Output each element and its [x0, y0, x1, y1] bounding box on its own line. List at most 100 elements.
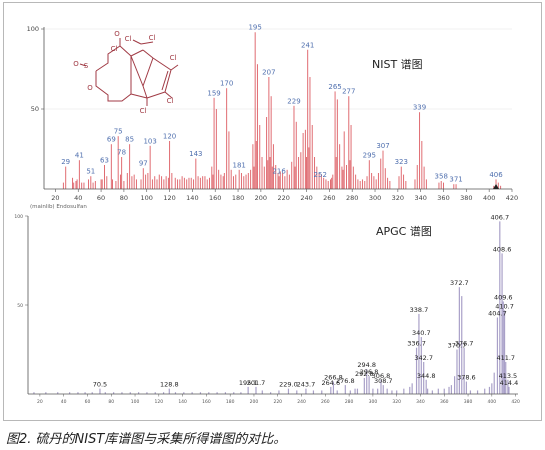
- nist-peak-label: 63: [100, 157, 109, 165]
- nist-peak-label: 51: [86, 168, 95, 176]
- apgc-peak-label: 409.6: [494, 293, 513, 301]
- atom-s: S: [84, 62, 89, 70]
- apgc-x-tick-label: 20: [37, 399, 43, 405]
- apgc-peak-label: 308.7: [374, 377, 393, 385]
- nist-x-tick-label: 400: [483, 194, 495, 202]
- apgc-x-tick-label: 100: [131, 399, 140, 405]
- nist-peak-label: 78: [117, 149, 126, 157]
- atom-cl: Cl: [170, 54, 177, 62]
- apgc-peak-label: 342.7: [414, 354, 433, 362]
- apgc-peak-label: 201.7: [247, 379, 266, 387]
- apgc-peak-label: 378.6: [457, 374, 476, 382]
- apgc-peak-label: 292.8: [355, 370, 374, 378]
- apgc-peak-label: 404.7: [488, 309, 507, 317]
- apgc-x-tick-label: 260: [321, 399, 330, 405]
- nist-spectrum-label: NIST 谱图: [372, 57, 423, 71]
- apgc-peak-label: 370.7: [448, 342, 467, 350]
- apgc-x-tick-label: 200: [250, 399, 259, 405]
- atom-cl: Cl: [167, 97, 174, 105]
- apgc-x-tick-label: 40: [61, 399, 67, 405]
- nist-x-tick-label: 280: [346, 194, 358, 202]
- atom-o-ring: O: [87, 84, 93, 92]
- apgc-peak-label: 413.5: [499, 372, 518, 380]
- apgc-peak-label: 264.6: [321, 379, 340, 387]
- apgc-peak-label: 70.5: [93, 381, 107, 389]
- apgc-x-tick-label: 280: [345, 399, 354, 405]
- nist-x-tick-label: 420: [506, 194, 518, 202]
- nist-peak-label: 143: [189, 150, 202, 158]
- nist-peak-label: 75: [114, 128, 123, 136]
- apgc-x-tick-label: 80: [108, 399, 114, 405]
- atom-o-ring: O: [114, 30, 120, 38]
- atom-o-carbonyl: O: [73, 60, 79, 68]
- nist-peak-label: 229: [287, 97, 300, 105]
- nist-peak-label: 252: [314, 171, 327, 179]
- apgc-x-tick-label: 120: [155, 399, 164, 405]
- nist-peak-label: 170: [220, 80, 233, 88]
- nist-x-tick-label: 180: [232, 194, 244, 202]
- apgc-peak-label: 376.7: [455, 340, 474, 348]
- nist-x-tick-label: 60: [97, 194, 105, 202]
- nist-spectrum-chart: 20 40 60 80 100 120 140 160 180 200 220 240 260 280 30…: [27, 24, 519, 210]
- nist-x-tick-label: 160: [209, 194, 221, 202]
- apgc-x-tick-label: 400: [488, 399, 497, 405]
- apgc-x-tick-label: 140: [178, 399, 187, 405]
- nist-y-tick-label: 50: [31, 105, 39, 113]
- atom-cl: Cl: [140, 107, 147, 115]
- apgc-peak-label: 128.8: [160, 381, 179, 389]
- apgc-y-tick-label: 100: [14, 214, 23, 220]
- nist-peak-label: 371: [449, 176, 462, 184]
- nist-x-tick-label: 380: [460, 194, 472, 202]
- nist-y-tick-label: 100: [27, 25, 39, 33]
- nist-peak-label: 29: [61, 158, 70, 166]
- nist-peak-label: 41: [75, 152, 84, 160]
- nist-x-tick-label: 20: [51, 194, 59, 202]
- apgc-x-tick-label: 420: [511, 399, 520, 405]
- nist-x-tick-label: 320: [392, 194, 404, 202]
- apgc-peak-label: 406.7: [490, 213, 509, 221]
- apgc-x-tick-label: 300: [369, 399, 378, 405]
- apgc-x-tick-label: 360: [440, 399, 449, 405]
- apgc-x-tick-label: 180: [226, 399, 235, 405]
- nist-x-tick-label: 240: [300, 194, 312, 202]
- nist-x-tick-label: 40: [74, 194, 82, 202]
- nist-footer: (mainlib) Endosulfan: [30, 204, 87, 210]
- nist-x-tick-label: 120: [163, 194, 175, 202]
- nist-peak-label: 207: [262, 69, 275, 77]
- figure-caption: 图2. 硫丹的NIST库谱图与采集所得谱图的对比。: [6, 432, 287, 447]
- nist-molecular-ion-marker: [493, 184, 500, 189]
- apgc-peak-label: 336.7: [407, 340, 426, 348]
- apgc-x-tick-label: 340: [416, 399, 425, 405]
- apgc-peak-label: 344.8: [417, 372, 436, 380]
- nist-peak-label: 195: [248, 24, 261, 32]
- nist-x-tick-label: 200: [255, 194, 267, 202]
- apgc-peak-label: 243.7: [297, 381, 316, 389]
- nist-peak-label: 85: [125, 136, 134, 144]
- nist-peak-label: 265: [328, 83, 341, 91]
- apgc-x-tick-label: 380: [464, 399, 473, 405]
- nist-peak-label: 277: [342, 88, 355, 96]
- apgc-peak-label: 372.7: [450, 279, 469, 287]
- nist-x-tick-label: 360: [437, 194, 449, 202]
- nist-x-tick-label: 220: [277, 194, 289, 202]
- apgc-spectrum-label: APGC 谱图: [376, 224, 432, 238]
- apgc-peak-label: 195.1: [239, 379, 258, 387]
- nist-x-tick-label: 140: [186, 194, 198, 202]
- apgc-peak-label: 276.8: [336, 377, 355, 385]
- nist-peak-label: 358: [435, 173, 448, 181]
- apgc-peak-label: 306.8: [372, 372, 391, 380]
- apgc-x-tick-label: 320: [392, 399, 401, 405]
- nist-peak-label: 181: [233, 161, 246, 169]
- nist-x-tick-label: 100: [141, 194, 153, 202]
- nist-peak-label: 295: [363, 152, 376, 160]
- atom-cl: Cl: [149, 34, 156, 42]
- apgc-peak-label: 340.7: [412, 329, 431, 337]
- apgc-peak-label: 266.8: [324, 374, 343, 382]
- apgc-x-tick-label: 60: [85, 399, 91, 405]
- nist-x-tick-label: 340: [414, 194, 426, 202]
- nist-peak-label: 120: [163, 133, 176, 141]
- nist-peak-label: 323: [395, 158, 408, 166]
- apgc-peak-label: 229.0: [279, 381, 298, 389]
- figure-frame: [3, 2, 542, 421]
